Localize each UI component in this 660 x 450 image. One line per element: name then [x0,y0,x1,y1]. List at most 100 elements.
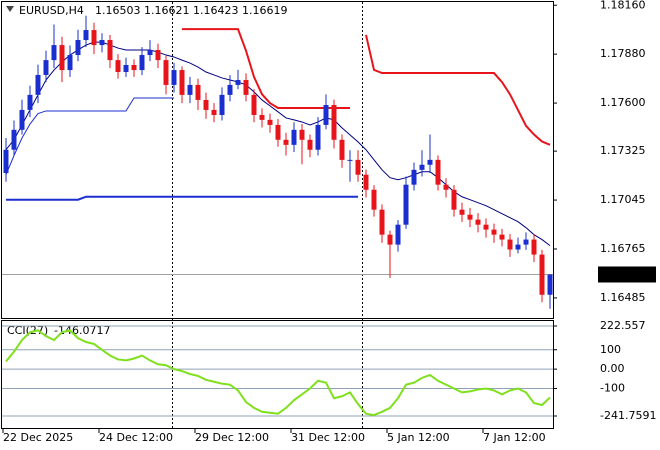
indicator-line [6,195,358,201]
candle-body [523,239,529,245]
candle-body [83,30,89,41]
candle-body [387,234,393,245]
candle-body [443,184,449,190]
y-tick-label: 1.17600 [600,96,646,109]
candle-body [251,94,257,115]
candle-body [3,149,9,173]
candle-body [403,184,409,225]
candle-body [187,84,193,95]
candle-body [515,244,521,250]
candle-body [355,159,361,175]
candle-body [267,119,273,125]
candle-body [483,224,489,230]
candle-body [507,239,513,250]
candle-body [27,94,33,110]
cci-value: -146.0717 [54,324,110,337]
y-tick-label: 0.00 [600,362,625,375]
candle-body [211,109,217,115]
candle-body [123,64,129,72]
y-tick-label: -100 [600,382,625,395]
candle-body [283,139,289,145]
candle-body [203,99,209,110]
candle-body [467,214,473,220]
cci-title: CCI(27) [7,324,48,337]
cci-line [5,329,551,417]
candle-body [163,60,169,85]
ohlc-low: 1.16423 [193,4,239,17]
candle-body [299,129,305,140]
candle-body [379,209,385,235]
candle-body [179,70,185,95]
indicator-line [5,41,551,247]
x-tick-label: 5 Jan 12:00 [387,431,450,444]
candle-body [291,129,297,145]
candle-body [171,70,177,85]
y-tick-label: 222.557 [600,319,646,332]
header-icon [6,6,14,12]
candle-body [339,139,345,160]
ohlc-open: 1.16503 [95,4,141,17]
candle-body [435,159,441,185]
y-tick-label: 1.16765 [600,242,646,255]
y-tick-label: 100 [600,343,621,356]
candle-body [307,139,313,150]
candle-body [275,124,281,140]
x-tick-label: 7 Jan 12:00 [483,431,546,444]
candle-body [147,49,153,56]
x-tick-label: 29 Dec 12:00 [195,431,269,444]
candle-body [315,124,321,150]
candle-body [331,105,337,140]
main-pane [1,1,554,319]
ohlc-high: 1.16621 [144,4,190,17]
candle-body [35,74,41,95]
candle-body [323,105,329,125]
candle-body [419,164,425,170]
candle-body [539,254,545,295]
candle-body [347,159,353,161]
candle-body [67,55,73,71]
candle-body [227,84,233,95]
candle-body [475,219,481,225]
candle-body [259,114,265,120]
candle-body [371,189,377,210]
candle-body [235,80,241,85]
x-tick-label: 22 Dec 2025 [3,431,73,444]
candle-body [547,274,553,295]
candle-body [411,169,417,185]
candle-body [395,224,401,245]
candle-body [451,189,457,210]
y-tick-label: 1.17045 [600,193,646,206]
candle-body [99,40,105,46]
candle-body [107,40,113,61]
x-tick-label: 24 Dec 12:00 [99,431,173,444]
candle-body [219,94,225,115]
candle-body [363,174,369,190]
symbol-title: EURUSD,H4 [19,4,84,17]
candle-body [155,49,161,61]
candle-body [499,234,505,240]
price-label: 1.16619 [602,267,648,280]
candle-body [59,45,65,71]
x-tick-label: 31 Dec 12:00 [291,431,365,444]
ohlc-close: 1.16619 [242,4,288,17]
candle-body [195,84,201,100]
y-tick-label: 1.17880 [600,47,646,60]
candle-body [427,159,433,165]
cci-pane [1,320,554,429]
candle-body [51,45,57,61]
candle-body [11,129,17,150]
candle-body [91,30,97,46]
y-tick-label: -241.7591 [600,409,656,422]
candle-body [43,60,49,75]
candle-body [459,209,465,215]
candle-body [115,60,121,72]
indicator-line [5,97,174,175]
candle-body [531,239,537,255]
candle-body [491,229,497,235]
y-tick-label: 1.16485 [600,291,646,304]
candle-body [243,80,249,95]
y-tick-label: 1.18160 [600,0,646,11]
price-box [598,266,656,283]
candle-body [139,55,145,71]
